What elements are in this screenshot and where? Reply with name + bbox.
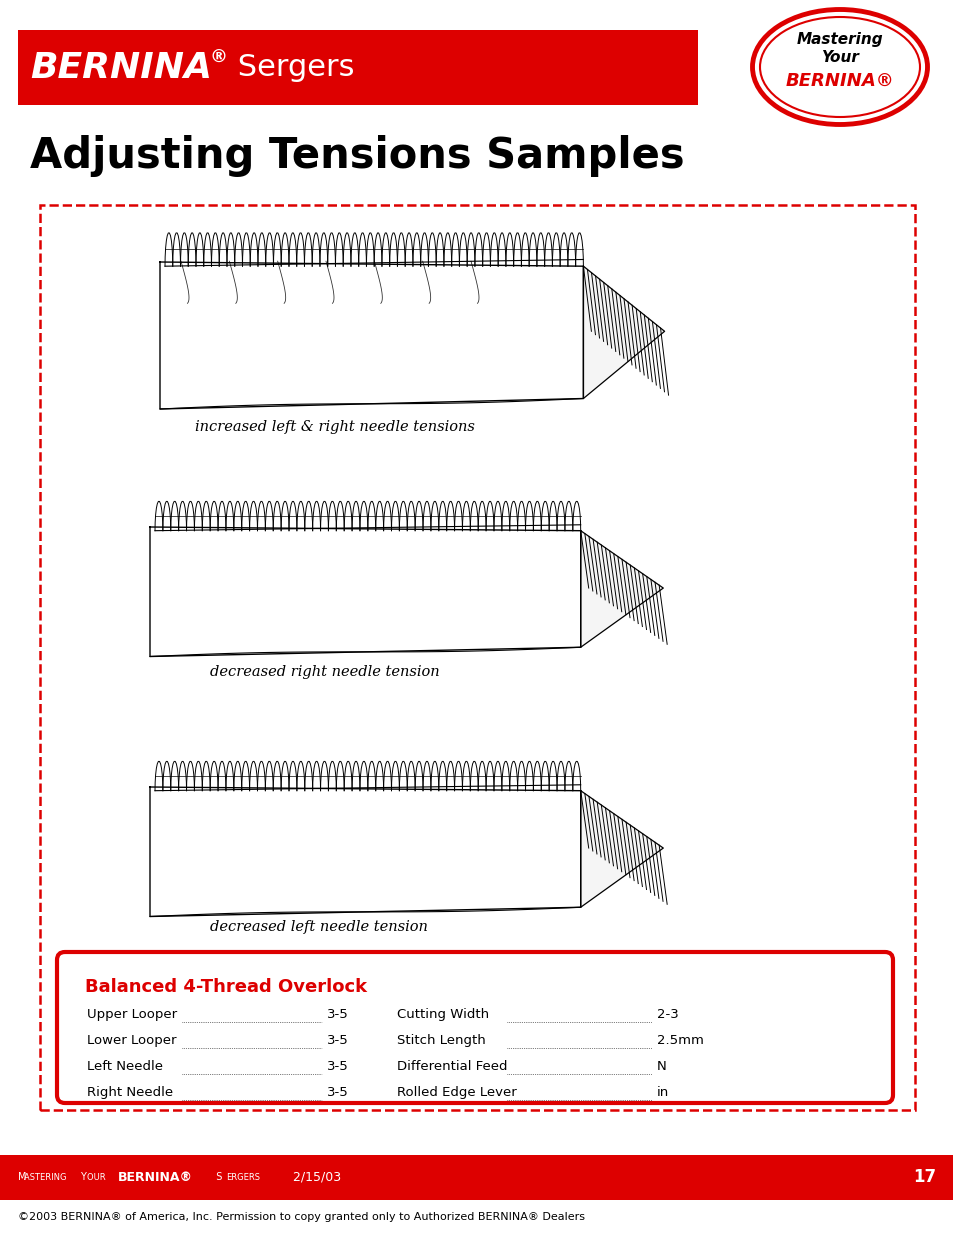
Text: 3-5: 3-5 xyxy=(327,1034,349,1047)
Text: Differential Feed: Differential Feed xyxy=(396,1060,507,1073)
Text: 3-5: 3-5 xyxy=(327,1086,349,1099)
Text: N: N xyxy=(657,1060,666,1073)
Text: Y: Y xyxy=(80,1172,86,1182)
Text: decreased left needle tension: decreased left needle tension xyxy=(210,920,428,934)
Text: M: M xyxy=(18,1172,27,1182)
Text: BERNINA: BERNINA xyxy=(30,51,212,84)
Text: 17: 17 xyxy=(912,1168,935,1187)
Text: Rolled Edge Lever: Rolled Edge Lever xyxy=(396,1086,517,1099)
Text: S: S xyxy=(210,1172,222,1182)
Text: BERNINA®: BERNINA® xyxy=(118,1171,193,1184)
Polygon shape xyxy=(580,790,662,908)
Text: Cutting Width: Cutting Width xyxy=(396,1008,489,1021)
Text: Stitch Length: Stitch Length xyxy=(396,1034,485,1047)
Polygon shape xyxy=(583,267,664,399)
Polygon shape xyxy=(150,527,580,657)
Text: ©2003 BERNINA® of America, Inc. Permission to copy granted only to Authorized BE: ©2003 BERNINA® of America, Inc. Permissi… xyxy=(18,1212,584,1221)
Polygon shape xyxy=(580,531,662,647)
Text: 3-5: 3-5 xyxy=(327,1008,349,1021)
Text: Upper Looper: Upper Looper xyxy=(87,1008,177,1021)
Text: BERNINA®: BERNINA® xyxy=(785,72,893,90)
Text: ERGERS: ERGERS xyxy=(226,1173,260,1182)
Text: Lower Looper: Lower Looper xyxy=(87,1034,176,1047)
Text: OUR: OUR xyxy=(87,1173,108,1182)
Text: Left Needle: Left Needle xyxy=(87,1060,163,1073)
Text: Right Needle: Right Needle xyxy=(87,1086,172,1099)
Text: ®: ® xyxy=(210,48,228,67)
FancyBboxPatch shape xyxy=(57,952,892,1103)
Bar xyxy=(0,1155,953,1200)
Bar xyxy=(18,30,698,105)
Ellipse shape xyxy=(752,10,926,125)
Text: 2-3: 2-3 xyxy=(657,1008,678,1021)
Text: Your: Your xyxy=(821,49,858,64)
Text: increased left & right needle tensions: increased left & right needle tensions xyxy=(194,420,475,433)
Text: Adjusting Tensions Samples: Adjusting Tensions Samples xyxy=(30,135,684,177)
Bar xyxy=(40,205,914,1110)
Text: 2.5mm: 2.5mm xyxy=(657,1034,703,1047)
Text: Balanced 4-Thread Overlock: Balanced 4-Thread Overlock xyxy=(85,978,367,995)
Polygon shape xyxy=(150,787,580,916)
Text: ASTERING: ASTERING xyxy=(24,1173,69,1182)
Text: in: in xyxy=(657,1086,669,1099)
Text: Mastering: Mastering xyxy=(796,32,882,47)
Text: 3-5: 3-5 xyxy=(327,1060,349,1073)
Text: Sergers: Sergers xyxy=(228,53,355,82)
Text: 2/15/03: 2/15/03 xyxy=(285,1171,341,1184)
Text: decreased right needle tension: decreased right needle tension xyxy=(210,664,439,679)
Polygon shape xyxy=(160,262,583,409)
